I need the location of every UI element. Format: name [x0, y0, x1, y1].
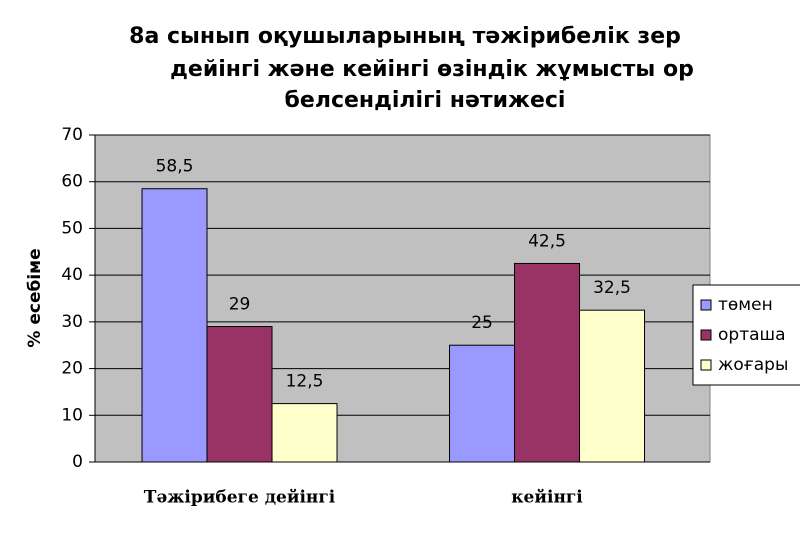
- bar: [271, 403, 338, 463]
- chart-title: дейінгі және кейінгі өзіндік жұмысты ор: [170, 57, 694, 82]
- bar: [514, 262, 581, 463]
- y-tick-label: 0: [72, 452, 83, 472]
- value-label: 42,5: [528, 231, 566, 251]
- legend-swatch: [700, 329, 712, 341]
- legend-swatch: [700, 299, 712, 311]
- chart-title: белсенділігі нәтижесі: [285, 88, 566, 113]
- x-tick-label: кейінгі: [511, 488, 583, 508]
- legend-label: төмен: [718, 295, 773, 315]
- value-label: 25: [471, 313, 493, 333]
- y-axis-label: % есебіме: [25, 248, 45, 347]
- y-tick-label: 20: [61, 359, 83, 379]
- legend-label: жоғары: [718, 355, 788, 375]
- legend-swatch: [700, 359, 712, 371]
- y-tick-label: 50: [61, 218, 83, 238]
- bar: [579, 309, 646, 463]
- value-label: 58,5: [156, 157, 194, 177]
- x-tick-label: Тәжірибеге дейінгі: [144, 488, 336, 508]
- chart-title: 8а сынып оқушыларының тәжірибелік зер: [129, 24, 681, 49]
- bar: [206, 326, 273, 463]
- bar: [449, 344, 516, 463]
- value-label: 12,5: [286, 372, 324, 392]
- value-label: 29: [229, 295, 251, 315]
- bar: [141, 188, 208, 463]
- title-group: 8а сынып оқушыларының тәжірибелік зер де…: [129, 24, 694, 113]
- y-tick-label: 40: [61, 265, 83, 285]
- legend-label: орташа: [718, 325, 786, 345]
- y-tick-label: 10: [61, 405, 83, 425]
- y-tick-label: 60: [61, 172, 83, 192]
- y-tick-label: 70: [61, 125, 83, 145]
- y-tick-label: 30: [61, 312, 83, 332]
- value-label: 32,5: [593, 278, 631, 298]
